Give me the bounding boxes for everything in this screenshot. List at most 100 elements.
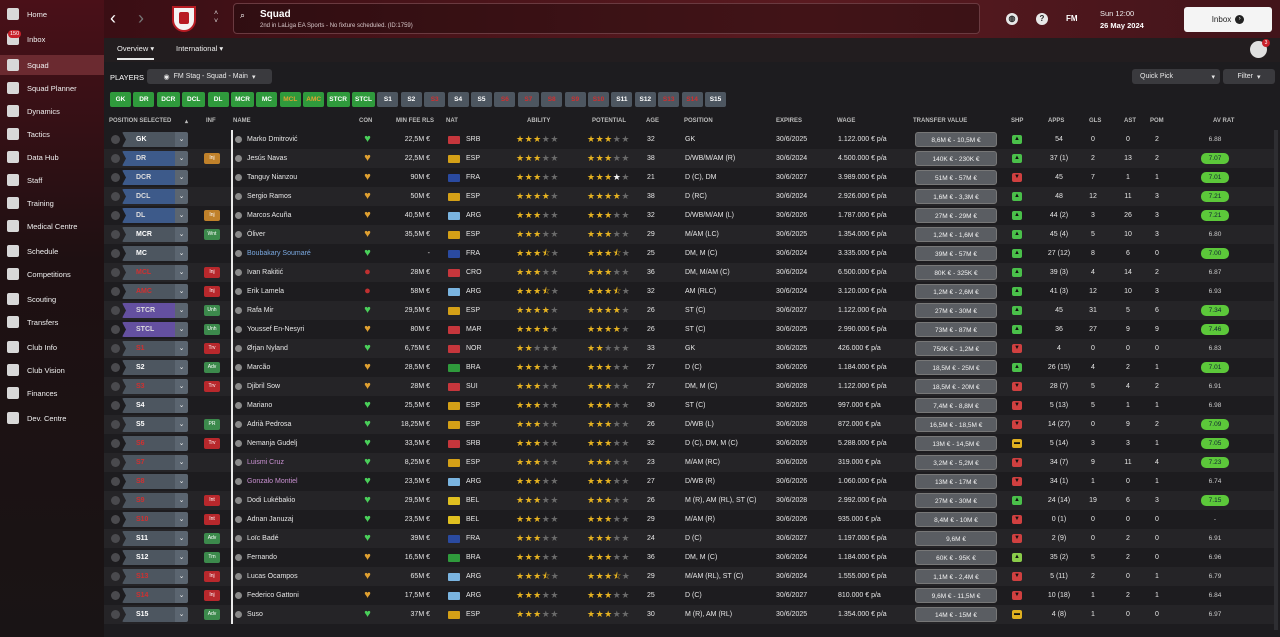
table-row[interactable]: MCL ⌄ Inj Ivan Rakitić ● 28M € CRO ★★★★★ ★★★★★ 36… xyxy=(104,263,1276,282)
row-select-checkbox[interactable] xyxy=(111,439,120,448)
player-info-icon[interactable] xyxy=(235,592,242,599)
position-tile-amc[interactable]: AMC xyxy=(303,92,325,107)
chevron-down-icon[interactable]: ⌄ xyxy=(175,132,188,147)
row-select-checkbox[interactable] xyxy=(111,325,120,334)
position-tile-s6[interactable]: S6 xyxy=(494,92,516,107)
table-row[interactable]: DL ⌄ Inj Marcos Acuña ♥ 40,5M € ARG ★★★★★ ★★★★★ 3… xyxy=(104,206,1276,225)
search-icon[interactable]: ⌕ xyxy=(240,10,246,20)
col-gls[interactable]: GLS xyxy=(1089,118,1102,124)
table-row[interactable]: S11 ⌄ Adv Loïc Badé ♥ 39M € FRA ★★★★★ ★★★★★ 24 D (… xyxy=(104,529,1276,548)
row-select-checkbox[interactable] xyxy=(111,249,120,258)
chevron-down-icon[interactable]: ⌄ xyxy=(175,417,188,432)
quick-pick-button[interactable]: Quick Pick ▾ xyxy=(1132,69,1220,84)
table-row[interactable]: S1 ⌄ Trv Ørjan Nyland ♥ 6,75M € NOR ★★★★★ ★★★★★ 3… xyxy=(104,339,1276,358)
player-info-icon[interactable] xyxy=(235,231,242,238)
player-info-icon[interactable] xyxy=(235,364,242,371)
player-name[interactable]: Dodi Lukébakio xyxy=(247,497,296,504)
sidebar-item-transfers[interactable]: Transfers xyxy=(0,312,104,332)
fm-logo[interactable]: FM xyxy=(1066,14,1078,23)
position-selector[interactable]: MCR xyxy=(122,227,177,242)
player-name[interactable]: Nemanja Gudelj xyxy=(247,440,298,447)
filter-button[interactable]: Filter ▾ xyxy=(1223,69,1275,84)
chevron-down-icon[interactable]: ⌄ xyxy=(175,227,188,242)
position-tile-s2[interactable]: S2 xyxy=(400,92,422,107)
player-info-icon[interactable] xyxy=(235,288,242,295)
table-row[interactable]: MC ⌄ Boubakary Soumaré ♥ - FRA ★★★⯪★ ★★★⯪★ 25 DM,… xyxy=(104,244,1276,263)
chevron-down-icon[interactable]: ⌄ xyxy=(175,265,188,280)
position-selector[interactable]: S6 xyxy=(122,436,177,451)
chevron-down-icon[interactable]: ⌄ xyxy=(175,189,188,204)
row-select-checkbox[interactable] xyxy=(111,401,120,410)
player-info-icon[interactable] xyxy=(235,573,242,580)
table-row[interactable]: S9 ⌄ Int Dodi Lukébakio ♥ 29,5M € BEL ★★★★★ ★★★★… xyxy=(104,491,1276,510)
col-age[interactable]: AGE xyxy=(646,118,660,124)
col-con[interactable]: CON xyxy=(359,118,373,124)
chevron-down-icon[interactable]: ⌄ xyxy=(175,398,188,413)
position-tile-s5[interactable]: S5 xyxy=(471,92,492,107)
position-selector[interactable]: S2 xyxy=(122,360,177,375)
player-name[interactable]: Marcão xyxy=(247,364,271,371)
player-name[interactable]: Fernando xyxy=(247,554,277,561)
player-info-icon[interactable] xyxy=(235,250,242,257)
position-tile-s11[interactable]: S11 xyxy=(611,92,633,107)
player-info-icon[interactable] xyxy=(235,269,242,276)
position-selector[interactable]: DL xyxy=(122,208,177,223)
position-selector[interactable]: STCR xyxy=(122,303,177,318)
table-row[interactable]: S6 ⌄ Trv Nemanja Gudelj ♥ 33,5M € SRB ★★★★★ ★★★★… xyxy=(104,434,1276,453)
player-info-icon[interactable] xyxy=(235,136,242,143)
position-tile-mc[interactable]: MC xyxy=(256,92,278,107)
table-row[interactable]: STCL ⌄ Unh Youssef En-Nesyri ♥ 80M € MAR ★★★★★ ★… xyxy=(104,320,1276,339)
player-info-icon[interactable] xyxy=(235,554,242,561)
position-selector[interactable]: S14 xyxy=(122,588,177,603)
sidebar-item-squad[interactable]: Squad xyxy=(0,55,104,75)
player-info-icon[interactable] xyxy=(235,383,242,390)
player-info-icon[interactable] xyxy=(235,345,242,352)
player-info-icon[interactable] xyxy=(235,535,242,542)
position-selector[interactable]: STCL xyxy=(122,322,177,337)
table-row[interactable]: S5 ⌄ PR Adrià Pedrosa ♥ 18,25M € ESP ★★★★★ ★★★★★… xyxy=(104,415,1276,434)
col-pom[interactable]: POM xyxy=(1150,118,1164,124)
position-tile-s1[interactable]: S1 xyxy=(377,92,399,107)
position-tile-dl[interactable]: DL xyxy=(207,92,229,107)
chevron-down-icon[interactable]: ⌄ xyxy=(175,569,188,584)
position-selector[interactable]: DCR xyxy=(122,170,177,185)
player-name[interactable]: Boubakary Soumaré xyxy=(247,250,311,257)
player-name[interactable]: Jesús Navas xyxy=(247,155,288,162)
tab-international[interactable]: International ▾ xyxy=(176,44,224,53)
row-select-checkbox[interactable] xyxy=(111,363,120,372)
view-select[interactable]: ◉ FM Stag - Squad - Main ▾ xyxy=(147,69,272,84)
position-selector[interactable]: DCL xyxy=(122,189,177,204)
row-select-checkbox[interactable] xyxy=(111,287,120,296)
row-select-checkbox[interactable] xyxy=(111,192,120,201)
player-name[interactable]: Tanguy Nianzou xyxy=(247,174,298,181)
chevron-updown-icon[interactable]: ˄ ˅ xyxy=(214,10,219,25)
position-selector[interactable]: S11 xyxy=(122,531,177,546)
chevron-down-icon[interactable]: ⌄ xyxy=(175,607,188,622)
position-tile-dcr[interactable]: DCR xyxy=(156,92,180,107)
sidebar-item-schedule[interactable]: Schedule xyxy=(0,241,104,261)
position-selector[interactable]: DR xyxy=(122,151,177,166)
sidebar-item-data-hub[interactable]: Data Hub xyxy=(0,147,104,167)
player-name[interactable]: Ivan Rakitić xyxy=(247,269,284,276)
world-icon[interactable]: ◍ xyxy=(1006,13,1018,25)
position-tile-s4[interactable]: S4 xyxy=(447,92,469,107)
sidebar-item-training[interactable]: Training xyxy=(0,193,104,213)
table-row[interactable]: GK ⌄ Marko Dmitrović ♥ 22,5M € SRB ★★★★★ ★★★★★ 3… xyxy=(104,130,1276,149)
row-select-checkbox[interactable] xyxy=(111,610,120,619)
back-arrow-icon[interactable]: ‹ xyxy=(110,8,116,28)
row-select-checkbox[interactable] xyxy=(111,553,120,562)
player-name[interactable]: Rafa Mir xyxy=(247,307,274,314)
position-selector[interactable]: S5 xyxy=(122,417,177,432)
position-tile-s7[interactable]: S7 xyxy=(517,92,539,107)
position-tile-mcr[interactable]: MCR xyxy=(231,92,254,107)
help-icon[interactable]: ? xyxy=(1036,13,1048,25)
chevron-down-icon[interactable]: ⌄ xyxy=(175,341,188,356)
player-name[interactable]: Mariano xyxy=(247,402,273,409)
player-name[interactable]: Federico Gattoni xyxy=(247,592,299,599)
chevron-down-icon[interactable]: ⌄ xyxy=(175,550,188,565)
position-tile-dr[interactable]: DR xyxy=(133,92,155,107)
position-selector[interactable]: S1 xyxy=(122,341,177,356)
player-name[interactable]: Lucas Ocampos xyxy=(247,573,298,580)
position-tile-s9[interactable]: S9 xyxy=(564,92,586,107)
col-apps[interactable]: APPS xyxy=(1048,118,1065,124)
